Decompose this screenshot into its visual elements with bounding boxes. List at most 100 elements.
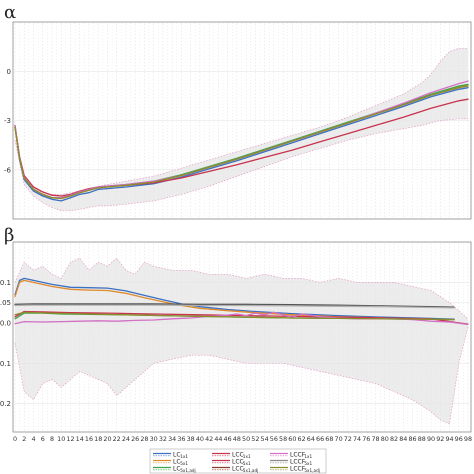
alpha-interval-band [14,47,468,212]
x-tick-label: 86 [408,435,416,443]
x-tick-label: 46 [224,435,232,443]
x-tick-label: 22 [113,435,121,443]
beta-interval-band [14,257,469,425]
beta-y-tick-label: 0.05 [0,299,11,307]
legend-label: LC [173,459,181,466]
x-tick-label: 36 [177,435,185,443]
x-tick-label: 96 [455,435,463,443]
x-tick-label: 88 [418,435,426,443]
x-tick-label: 92 [436,435,444,443]
legend-label: LCC [232,459,244,466]
beta-band-upper [14,257,469,320]
alpha-y-tick-label: -3 [4,117,11,125]
x-tick-label: 10 [57,435,65,443]
alpha-panel-title: α [4,2,16,23]
x-tick-label: 12 [66,435,74,443]
alpha-panel: α 0 -3 -6 [4,2,472,220]
x-tick-label: 20 [103,435,111,443]
alpha-y-tick-label: -6 [4,166,12,174]
x-tick-label: 30 [150,435,158,443]
x-tick-label: 48 [233,435,241,443]
alpha-band-upper [14,47,468,195]
legend-label: LCC [232,452,244,459]
beta-series-line-1 [14,277,455,320]
x-tick-label: 50 [242,435,250,443]
x-tick-label: 34 [168,435,176,443]
legend-label-subscript: 1x1 [304,454,312,459]
x-tick-label: 60 [288,435,296,443]
beta-series-line-8 [14,304,455,309]
x-tick-label: 72 [344,435,352,443]
legend-label-subscript: 1x1 [243,454,251,459]
x-tick-label: 0 [13,435,17,443]
x-tick-label: 18 [94,435,102,443]
legend-label-subscript: 1x1 [180,454,188,459]
legend-label-subscript: 5x1,adj [180,468,196,473]
alpha-series-line-1 [14,87,469,202]
x-tick-label: 28 [140,435,148,443]
x-tick-label: 4 [31,435,35,443]
beta-y-tick-label: -0.2 [0,400,11,408]
beta-band-area [15,258,468,424]
x-tick-label: 38 [187,435,195,443]
legend-label: LC [173,452,181,459]
alpha-series-line-6 [14,85,469,200]
beta-panel-title: β [4,225,14,246]
alpha-band-lower [14,118,468,212]
legend-label: LCC [232,466,244,473]
legend-label: LCCF [290,466,306,473]
legend-label: LC [173,466,181,473]
x-tick-label: 74 [353,435,361,443]
x-tick-label: 32 [159,435,167,443]
x-tick-label: 14 [76,435,84,443]
alpha-series-group [14,80,469,202]
beta-series-line-6 [14,311,455,321]
alpha-y-axis: 0 -3 -6 [4,68,12,175]
beta-panel: β 0.1 0.05 0.0 -0.1 -0.2 [0,225,472,433]
x-tick-label: 40 [196,435,204,443]
x-tick-label: 24 [122,435,130,443]
x-tick-label: 64 [307,435,315,443]
x-tick-label: 76 [362,435,370,443]
x-axis: 0 2 4 6 8 10 12 14 16 18 20 22 24 26 28 30 32 34 36 38 40 42 4… [13,435,472,443]
x-tick-label: 8 [50,435,54,443]
x-tick-label: 66 [316,435,324,443]
beta-y-tick-label: 0.0 [0,319,11,327]
legend-box [149,448,327,474]
legend-label: LCCF [290,452,306,459]
x-tick-label: 52 [251,435,259,443]
x-tick-label: 26 [131,435,139,443]
x-tick-label: 82 [390,435,398,443]
x-tick-label: 62 [298,435,306,443]
x-tick-label: 56 [270,435,278,443]
x-tick-label: 78 [371,435,379,443]
beta-band-lower [14,326,469,425]
x-tick-label: 58 [279,435,287,443]
x-tick-label: 90 [427,435,435,443]
x-tick-label: 16 [85,435,93,443]
x-tick-label: 6 [41,435,45,443]
x-tick-label: 42 [205,435,213,443]
beta-series-group [14,277,469,326]
x-tick-label: 54 [261,435,269,443]
legend-label-subscript: 5x1 [180,461,188,466]
legend-label-subscript: 5x1,adj [304,468,320,473]
x-tick-label: 84 [399,435,407,443]
legend-label-subscript: 5x1 [243,461,251,466]
x-tick-label: 80 [381,435,389,443]
legend-label-subscript: 5x1,adj [243,468,259,473]
beta-y-tick-label: -0.1 [0,360,11,368]
alpha-y-tick-label: 0 [7,68,11,76]
x-tick-label: 2 [22,435,26,443]
beta-y-tick-label: 0.1 [0,279,11,287]
x-tick-label: 44 [214,435,222,443]
beta-series-line-7 [14,303,455,308]
x-tick-label: 98 [464,435,472,443]
x-tick-label: 68 [325,435,333,443]
legend-label-subscript: 5x1 [304,461,312,466]
x-tick-label: 70 [335,435,343,443]
legend-label: LCCF [290,459,306,466]
x-tick-label: 94 [445,435,453,443]
